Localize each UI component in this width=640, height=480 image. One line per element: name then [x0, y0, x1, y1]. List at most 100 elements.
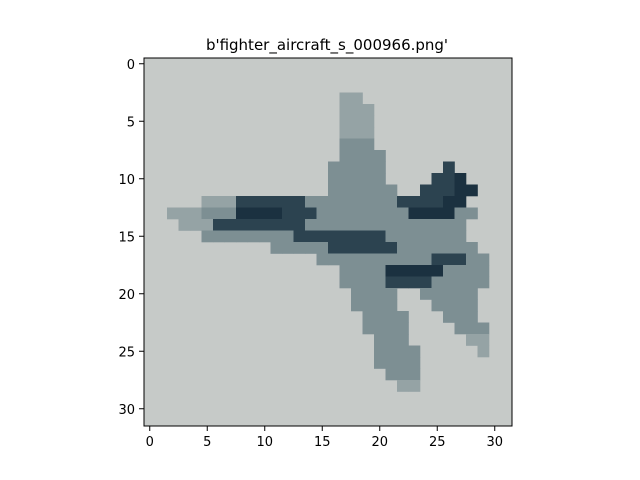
image-pixel: [374, 322, 386, 335]
image-pixel: [443, 299, 455, 312]
y-tick-label: 30: [118, 403, 135, 418]
image-pixel: [316, 196, 329, 208]
image-pixel: [305, 230, 317, 243]
image-pixel: [328, 230, 340, 243]
image-pixel: [443, 161, 455, 174]
image-pixel: [466, 265, 478, 277]
image-pixel: [362, 104, 375, 116]
image-pixel: [339, 242, 352, 254]
image-pixel: [385, 219, 398, 231]
image-pixel: [477, 253, 490, 266]
image-pixel: [351, 184, 363, 197]
image-pixel: [385, 288, 398, 300]
image-pixel: [466, 242, 478, 254]
image-pixel: [362, 265, 375, 277]
image-pixel: [224, 207, 237, 220]
image-pixel: [408, 357, 421, 369]
image-pixel: [293, 196, 306, 208]
image-pixel: [351, 288, 363, 300]
image-pixel: [351, 161, 363, 174]
image-pixel: [362, 299, 375, 312]
image-pixel: [374, 311, 386, 323]
image-pixel: [385, 334, 398, 346]
image-pixel: [167, 207, 179, 220]
image-pixel: [362, 184, 375, 197]
image-pixel: [282, 196, 294, 208]
image-pixel: [454, 288, 467, 300]
image-pixel: [339, 115, 352, 128]
image-pixel: [362, 230, 375, 243]
image-pixel: [374, 173, 386, 185]
image-pixel: [236, 230, 248, 243]
image-pixel: [316, 230, 329, 243]
x-tick-label: 15: [314, 435, 331, 450]
image-pixel: [397, 368, 409, 381]
image-pixel: [351, 92, 363, 105]
image-pixel: [201, 219, 214, 231]
image-pixel: [374, 161, 386, 174]
image-pixel: [443, 253, 455, 266]
image-pixel: [408, 207, 421, 220]
image-pixel: [397, 345, 409, 358]
image-pixel: [431, 265, 444, 277]
image-pixel: [213, 196, 225, 208]
image-pixel: [420, 265, 432, 277]
image-pixel: [420, 207, 432, 220]
image-pixel: [466, 322, 478, 335]
image-pixel: [466, 253, 478, 266]
x-axis: 0 5 10 15 20 25 30: [146, 426, 503, 450]
image-pixel: [385, 253, 398, 266]
image-pixel: [282, 207, 294, 220]
image-pixel: [374, 265, 386, 277]
aircraft-image: [144, 58, 512, 426]
image-pixel: [351, 207, 363, 220]
image-pixel: [454, 173, 467, 185]
image-pixel: [454, 196, 467, 208]
image-pixel: [351, 150, 363, 162]
y-tick-label: 25: [118, 345, 135, 360]
image-pixel: [328, 242, 340, 254]
image-pixel: [270, 242, 283, 254]
plot-frame: [143, 57, 513, 427]
image-pixel: [477, 265, 490, 277]
image-pixel: [305, 196, 317, 208]
image-pixel: [190, 219, 202, 231]
image-pixel: [431, 173, 444, 185]
image-pixel: [374, 150, 386, 162]
image-pixel: [454, 184, 467, 197]
image-pixel: [420, 219, 432, 231]
image-pixel: [374, 196, 386, 208]
image-pixel: [259, 196, 271, 208]
image-pixel: [339, 150, 352, 162]
image-pixel: [408, 368, 421, 381]
image-pixel: [351, 127, 363, 139]
image-pixel: [305, 219, 317, 231]
image-pixel: [431, 219, 444, 231]
image-pixel: [247, 207, 260, 220]
image-pixel: [385, 184, 398, 197]
image-pixel: [397, 334, 409, 346]
image-pixel: [408, 196, 421, 208]
image-pixel: [408, 219, 421, 231]
image-pixel: [351, 196, 363, 208]
image-pixel: [443, 265, 455, 277]
image-pixel: [178, 207, 191, 220]
image-pixel: [328, 161, 340, 174]
image-pixel: [420, 276, 432, 289]
image-pixel: [351, 230, 363, 243]
image-pixel: [339, 276, 352, 289]
image-pixel: [466, 334, 478, 346]
image-pixel: [339, 92, 352, 105]
image-pixel: [454, 299, 467, 312]
image-pixel: [374, 288, 386, 300]
image-pixel: [397, 276, 409, 289]
image-pixel: [259, 230, 271, 243]
image-pixel: [362, 276, 375, 289]
image-pixel: [431, 242, 444, 254]
y-tick-label: 0: [127, 58, 135, 73]
image-pixel: [351, 219, 363, 231]
image-pixel: [477, 276, 490, 289]
image-pixel: [408, 242, 421, 254]
image-pixel: [351, 138, 363, 151]
x-tick-label: 0: [146, 435, 154, 450]
